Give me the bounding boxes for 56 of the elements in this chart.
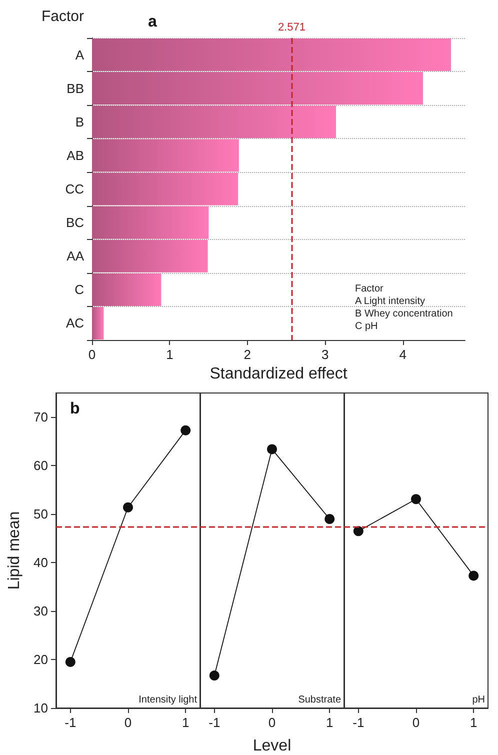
y-tick-label: B [75,114,84,130]
x-tick-label: -1 [208,715,220,730]
annotation: Intensity light [138,694,198,706]
ref-line-label: 2.571 [278,22,306,34]
bar [92,206,209,239]
x-tick-label: 3 [322,347,329,362]
chart-title: a [148,14,157,30]
bar [92,172,238,206]
x-tick-label: 1 [326,715,334,730]
y-tick-label: 40 [34,555,48,570]
x-tick-label: 0 [412,715,420,730]
y-axis-title: Factor [41,8,84,25]
y-tick-label: AA [66,248,84,264]
y-tick-label: CC [65,182,84,196]
y-tick-label: BB [66,80,84,96]
annotation: Factor [355,284,384,294]
annotation: pH [472,694,486,706]
bar [92,139,239,172]
x-tick-label: 1 [166,347,174,362]
x-axis-title: Standardized effect [210,365,348,382]
point [123,502,133,512]
x-tick-label: 1 [470,715,478,730]
x-tick-label: 2 [244,347,252,362]
x-tick-label: 0 [124,715,132,730]
y-tick-label: 60 [34,458,48,474]
bar [92,106,336,138]
x-tick-label: -1 [64,715,76,730]
x-tick-label: -1 [352,715,364,730]
point [180,425,191,436]
x-tick-label: 0 [88,347,96,362]
annotation: B Whey concentration [355,308,453,320]
y-tick-label: 20 [34,652,48,668]
y-tick-label: AB [66,148,84,163]
y-tick-label: 30 [34,604,48,619]
point [65,656,76,667]
y-tick-label: C [74,282,84,298]
y-tick-label: 10 [34,700,48,716]
x-axis-title: Level [252,738,292,754]
annotation: A Light intensity [355,296,426,307]
x-tick-label: 1 [182,715,190,730]
y-tick-label: 70 [34,410,48,425]
annotation: Substrate [298,694,342,706]
bar [92,306,104,340]
bar [92,72,424,105]
chart-title: b [70,400,80,418]
annotation: C pH [355,321,378,332]
x-tick-label: 4 [399,347,406,362]
bar [92,273,162,306]
y-axis-title: Lipid mean [6,511,24,590]
x-tick-label: 0 [268,715,276,730]
y-tick-label: 50 [34,506,48,522]
y-tick-label: A [75,47,84,62]
y-tick-label: AC [66,316,84,331]
bar [92,240,208,272]
bar [92,38,452,72]
y-tick-label: BC [66,215,84,230]
